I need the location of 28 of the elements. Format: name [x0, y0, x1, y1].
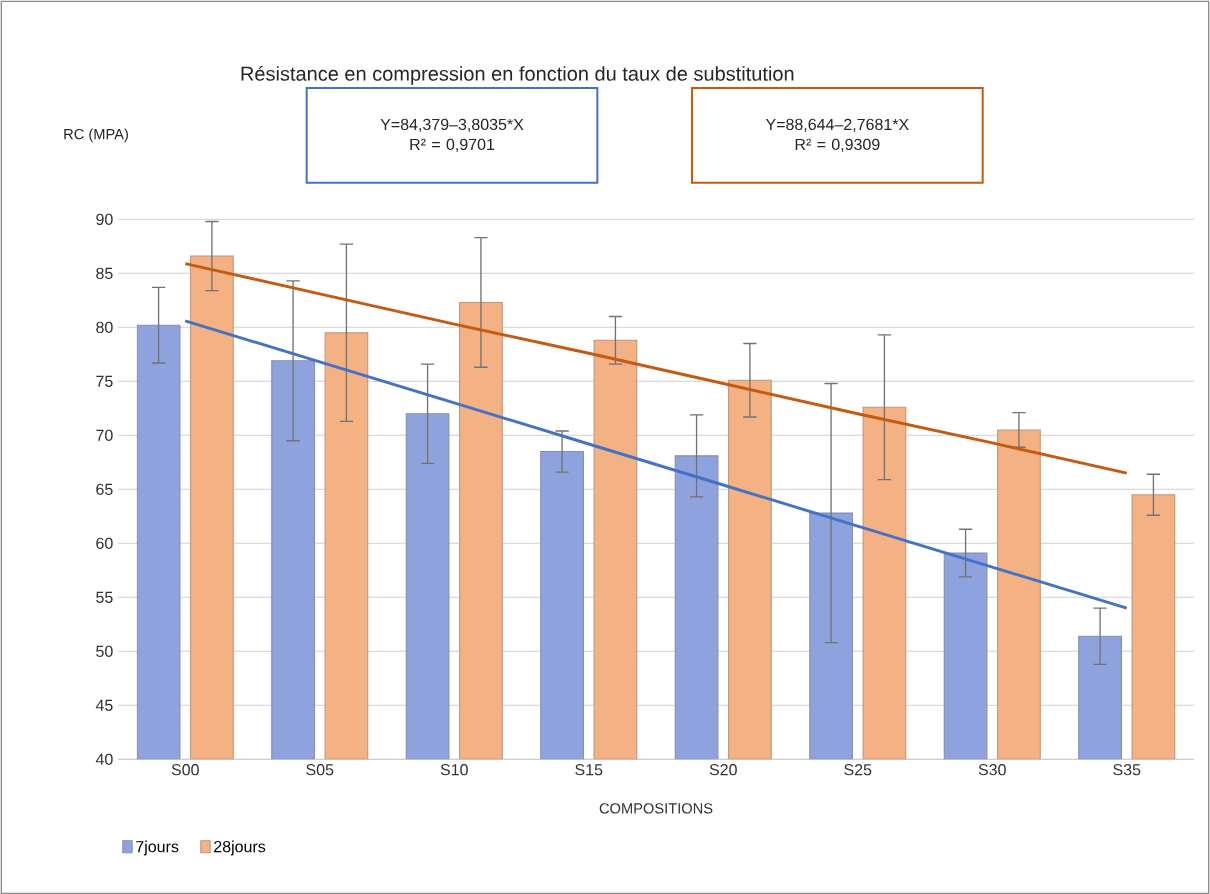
x-tick-label: S10: [440, 764, 468, 776]
line-series: [183, 319, 1129, 610]
legend-label: 28jours: [214, 840, 266, 856]
y-tick-label: 80: [96, 321, 113, 333]
x-axis-title: COMPOSITIONS: [599, 803, 713, 814]
x-tick-label: S30: [978, 764, 1006, 776]
y-tick-label: 65: [96, 483, 113, 495]
x-tick-label: S20: [709, 764, 737, 776]
text: Y=88,644–2,7681*X R² = 0,9309: [765, 118, 909, 152]
y-tick-label: 75: [96, 375, 113, 387]
y-tick-label: 85: [96, 267, 113, 279]
y-tick-label: 90: [96, 213, 113, 225]
y-tick-label: 40: [95, 753, 113, 765]
y-tick-label: 55: [96, 591, 113, 603]
x-tick-label: S25: [844, 764, 872, 776]
chart-title: Résistance en compression en fonction du taux de substitution: [241, 65, 794, 85]
x-tick-label: S35: [1113, 764, 1141, 776]
y-tick-label: 45: [95, 699, 113, 711]
text: Y=84,379–3,8035*X R² = 0,9701: [380, 118, 524, 152]
x-tick-label: S00: [171, 764, 199, 776]
legend-label: 7jours: [136, 840, 179, 856]
y-tick-label: 50: [96, 645, 113, 657]
y-axis-title: RC (MPA): [64, 128, 128, 143]
y-tick-label: 60: [96, 537, 113, 549]
y-tick-label: 70: [96, 429, 113, 441]
line-series: [183, 262, 1129, 475]
x-tick-label: S05: [306, 764, 334, 776]
x-tick-label: S15: [575, 764, 603, 776]
